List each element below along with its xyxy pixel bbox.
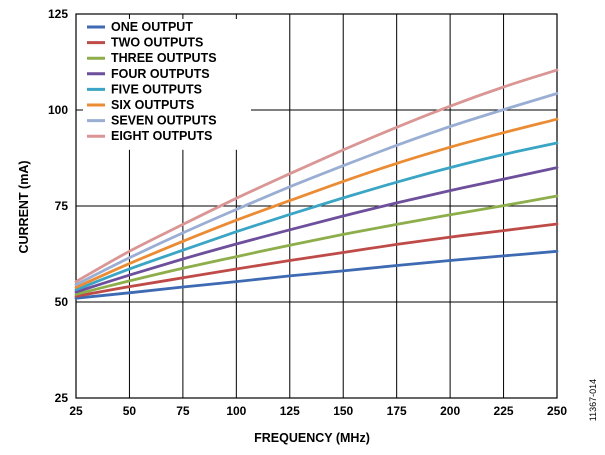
x-axis-label: FREQUENCY (MHz) [254,431,370,445]
legend-label: FIVE OUTPUTS [111,82,202,96]
y-axis-label: CURRENT (mA) [17,160,31,253]
series-line [74,249,559,300]
series-line [74,68,559,283]
x-tick-label: 25 [69,404,83,418]
y-tick-label: 75 [55,199,69,213]
x-tick-label: 50 [123,404,137,418]
series-line [74,141,559,292]
legend-label: ONE OUTPUT [111,20,193,34]
legend-label: EIGHT OUTPUTS [111,129,212,143]
x-tick-label: 225 [494,404,514,418]
series-line [74,194,559,296]
legend-label: TWO OUTPUTS [111,36,203,50]
x-tick-label: 175 [387,404,407,418]
series-lines [74,68,559,300]
x-tick-label: 200 [440,404,460,418]
series-line [74,92,559,287]
series-line [74,117,559,289]
figure-id-label: 11367-014 [588,379,598,421]
x-tick-label: 125 [280,404,300,418]
legend-background [83,19,251,150]
plot-frame [75,13,558,399]
legend-label: FOUR OUTPUTS [111,67,210,81]
y-tick-label: 100 [48,103,68,117]
y-tick-label: 50 [55,295,69,309]
series-line [74,166,559,294]
y-tick-label: 125 [48,7,68,21]
x-tick-label: 100 [226,404,246,418]
tick-labels: 25 50 75 100 125 150 175 200 225 250 25 50 75 100 125 [48,7,567,418]
x-tick-label: 250 [547,404,567,418]
x-tick-label: 150 [333,404,353,418]
legend-label: THREE OUTPUTS [111,51,217,65]
y-tick-label: 25 [55,391,69,405]
legend-label: SEVEN OUTPUTS [111,114,217,128]
x-tick-label: 75 [176,404,190,418]
legend-label: SIX OUTPUTS [111,98,194,112]
series-line [74,222,559,298]
